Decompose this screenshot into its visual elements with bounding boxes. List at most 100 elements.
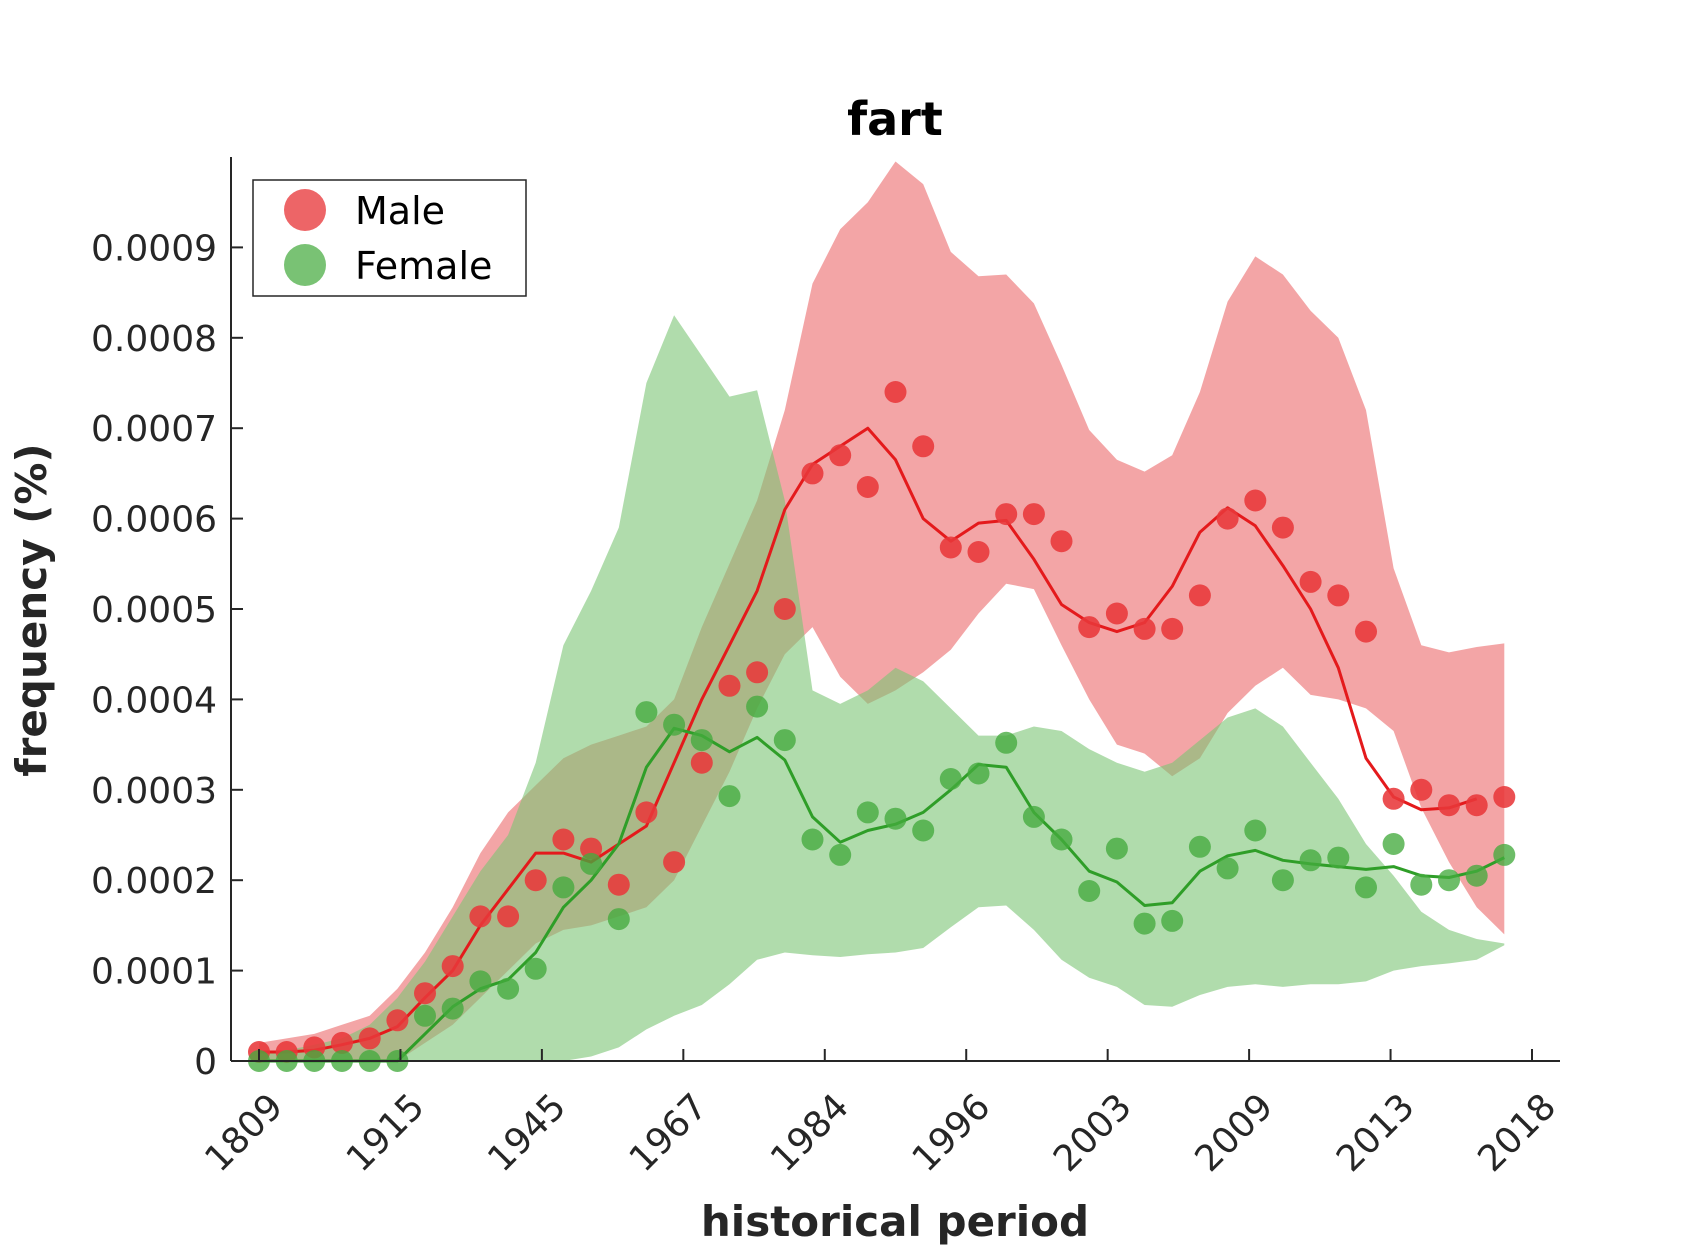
point-male-23 — [884, 381, 907, 403]
point-male-20 — [801, 462, 824, 485]
point-female-16 — [690, 729, 713, 752]
legend-marker-male — [284, 189, 326, 231]
y-tick-label-4: 0.0004 — [91, 680, 217, 721]
point-female-8 — [469, 970, 492, 993]
point-female-28 — [1022, 805, 1045, 828]
y-axis-label: frequency (%) — [7, 443, 56, 776]
point-female-20 — [801, 828, 824, 851]
point-male-35 — [1216, 507, 1239, 530]
y-tick-label-1: 0.0001 — [91, 952, 217, 993]
point-female-12 — [580, 852, 603, 875]
y-tick-label-6: 0.0006 — [91, 500, 217, 541]
point-male-4 — [358, 1027, 381, 1050]
point-female-31 — [1105, 837, 1128, 860]
point-female-10 — [524, 957, 547, 980]
series-lines — [259, 426, 1505, 1063]
point-female-36 — [1244, 819, 1267, 842]
legend-marker-female — [284, 244, 326, 286]
point-female-41 — [1382, 833, 1405, 855]
y-tick-label-8: 0.0008 — [91, 319, 217, 360]
point-female-21 — [829, 843, 852, 866]
point-female-37 — [1271, 869, 1294, 892]
point-female-43 — [1438, 869, 1460, 892]
point-male-24 — [912, 435, 935, 458]
y-tick-label-2: 0.0002 — [91, 861, 217, 902]
point-male-19 — [773, 598, 796, 620]
point-male-5 — [386, 1009, 409, 1032]
y-tick-label-0: 0 — [194, 1042, 217, 1083]
point-male-9 — [497, 905, 520, 928]
point-male-12 — [580, 837, 603, 860]
point-male-15 — [663, 851, 686, 874]
point-female-32 — [1133, 912, 1156, 935]
point-female-45 — [1493, 843, 1516, 866]
point-male-27 — [995, 503, 1018, 526]
point-female-38 — [1299, 849, 1322, 872]
point-male-10 — [524, 869, 547, 892]
y-ticks: 0 0.0001 0.0002 0.0003 0.0004 0.0005 0.0006 0.0… — [91, 228, 243, 1083]
y-tick-label-3: 0.0003 — [91, 771, 217, 812]
point-female-15 — [663, 713, 686, 736]
point-female-27 — [995, 731, 1018, 754]
point-male-34 — [1188, 584, 1211, 607]
point-male-16 — [690, 751, 713, 774]
point-male-13 — [607, 873, 630, 896]
point-female-42 — [1410, 873, 1433, 896]
point-female-40 — [1355, 876, 1377, 899]
point-female-14 — [635, 701, 658, 724]
point-male-38 — [1299, 570, 1322, 593]
point-female-19 — [773, 729, 796, 752]
point-male-21 — [829, 444, 852, 467]
point-male-36 — [1244, 489, 1267, 512]
legend: Male Female — [252, 179, 527, 297]
point-female-33 — [1161, 909, 1184, 932]
point-female-35 — [1216, 857, 1239, 880]
y-tick-label-5: 0.0005 — [91, 590, 217, 631]
point-male-18 — [746, 661, 769, 684]
point-female-9 — [497, 977, 520, 1000]
point-male-45 — [1493, 786, 1516, 808]
band-female — [259, 315, 1505, 1061]
point-female-24 — [912, 819, 935, 842]
point-male-6 — [414, 982, 436, 1005]
point-male-26 — [967, 541, 990, 563]
point-female-11 — [552, 876, 575, 899]
point-male-40 — [1355, 620, 1377, 643]
data-points — [248, 381, 1516, 1072]
point-male-7 — [441, 955, 464, 978]
point-male-30 — [1078, 616, 1101, 639]
point-female-13 — [607, 908, 630, 931]
legend-label-male: Male — [355, 189, 445, 233]
point-female-30 — [1078, 880, 1101, 902]
y-tick-label-7: 0.0007 — [91, 409, 217, 450]
y-tick-label-9: 0.0009 — [91, 228, 217, 269]
point-female-26 — [967, 762, 990, 785]
point-female-29 — [1050, 828, 1073, 851]
point-female-17 — [718, 785, 741, 808]
point-male-28 — [1022, 503, 1045, 526]
point-male-31 — [1105, 602, 1128, 625]
point-male-25 — [939, 536, 962, 559]
point-female-6 — [414, 1004, 436, 1027]
legend-label-female: Female — [355, 244, 492, 288]
point-male-29 — [1050, 530, 1073, 553]
point-male-44 — [1465, 794, 1488, 817]
point-female-23 — [884, 807, 907, 830]
line-male — [259, 426, 1478, 1054]
point-female-34 — [1188, 835, 1211, 858]
point-male-43 — [1438, 794, 1460, 817]
point-male-37 — [1271, 516, 1294, 539]
point-male-32 — [1133, 617, 1156, 640]
point-female-39 — [1327, 846, 1350, 869]
point-male-42 — [1410, 778, 1433, 801]
point-male-14 — [635, 801, 658, 824]
point-male-3 — [331, 1031, 353, 1054]
line-female — [259, 726, 1505, 1063]
chart-title: fart — [847, 92, 943, 146]
point-male-41 — [1382, 787, 1405, 810]
point-male-33 — [1161, 617, 1184, 640]
point-male-17 — [718, 674, 741, 697]
point-male-8 — [469, 905, 492, 928]
point-female-44 — [1465, 864, 1488, 887]
